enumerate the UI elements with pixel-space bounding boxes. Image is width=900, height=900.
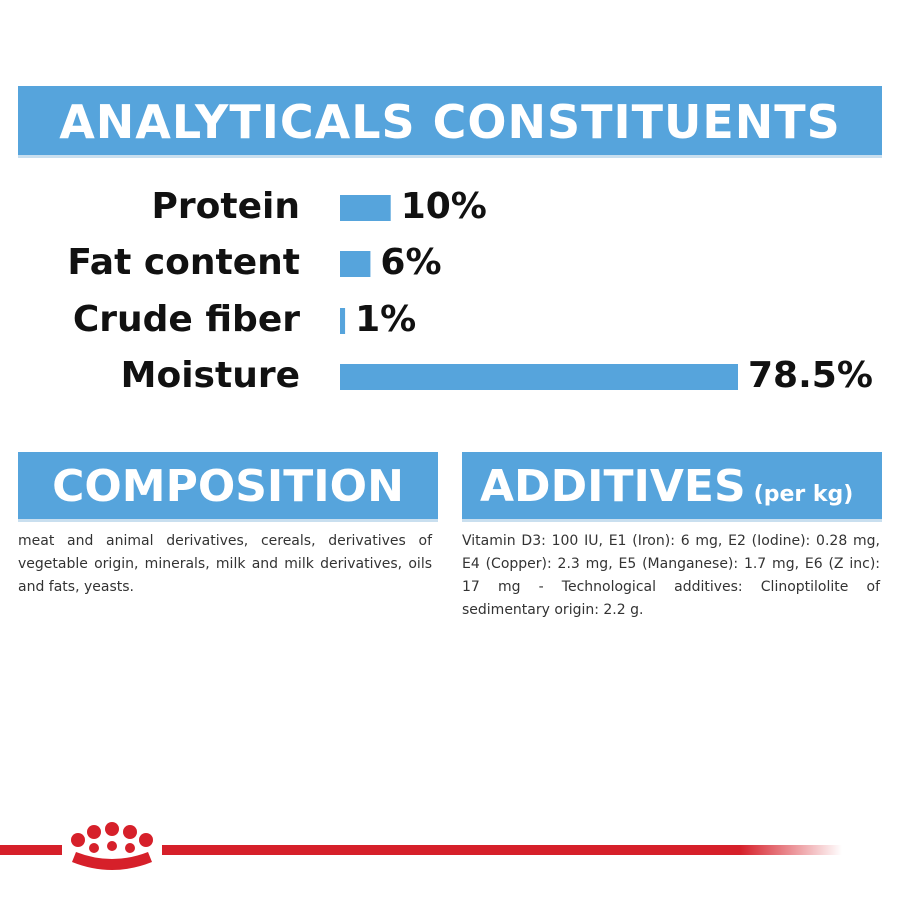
composition-title: COMPOSITION — [52, 461, 404, 512]
title-band: ANALYTICALS CONSTITUENTS — [18, 86, 882, 158]
crown-logo — [71, 822, 153, 870]
bar — [340, 308, 346, 334]
bar — [340, 251, 371, 277]
category-label: Crude fiber — [73, 299, 300, 340]
additives-text: Vitamin D3: 100 IU, E1 (Iron): 6 mg, E2 … — [462, 533, 880, 618]
category-label: Moisture — [121, 355, 300, 396]
value-label: 10% — [401, 186, 487, 227]
additives-unit: (per kg) — [753, 482, 854, 507]
red-line — [0, 845, 62, 855]
red-line — [162, 845, 842, 855]
title: ANALYTICALS CONSTITUENTS — [59, 95, 841, 149]
category-label: Fat content — [67, 242, 300, 283]
bar — [340, 364, 738, 390]
composition-band: COMPOSITION — [18, 452, 438, 522]
logo-area — [0, 822, 842, 870]
category-label: Protein — [152, 186, 300, 227]
bar — [340, 195, 391, 221]
value-label: 6% — [380, 242, 441, 283]
value-label: 1% — [355, 299, 416, 340]
composition-text: meat and animal derivatives, cereals, de… — [18, 533, 432, 595]
value-label: 78.5% — [748, 355, 873, 396]
additives-band: ADDITIVES (per kg) — [462, 452, 882, 522]
additives-title: ADDITIVES — [480, 461, 746, 512]
